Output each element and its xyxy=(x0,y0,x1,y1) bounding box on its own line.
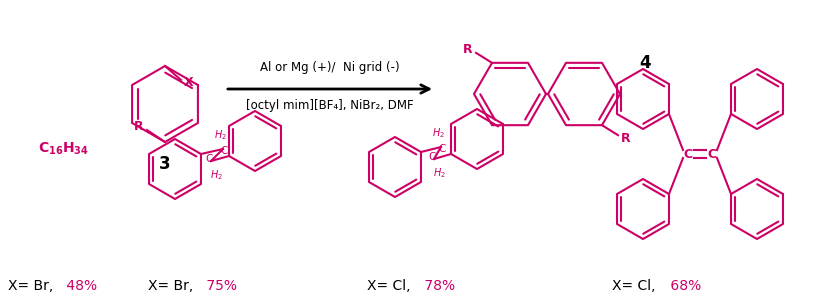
Text: X= Cl,: X= Cl, xyxy=(612,279,655,293)
Text: Al or Mg (+)/  Ni grid (-): Al or Mg (+)/ Ni grid (-) xyxy=(261,60,400,74)
Text: X= Cl,: X= Cl, xyxy=(367,279,411,293)
Text: C: C xyxy=(707,147,716,161)
Text: $H_2$: $H_2$ xyxy=(214,128,226,142)
Text: 75%: 75% xyxy=(202,279,237,293)
Text: [octyl mim][BF₄], NiBr₂, DMF: [octyl mim][BF₄], NiBr₂, DMF xyxy=(246,98,414,112)
Text: C: C xyxy=(205,154,213,164)
Text: C: C xyxy=(428,152,436,162)
Text: X= Br,: X= Br, xyxy=(8,279,53,293)
Text: 68%: 68% xyxy=(666,279,701,293)
Text: $H_2$: $H_2$ xyxy=(433,166,445,180)
Text: $\mathregular{C_{16}H_{34}}$: $\mathregular{C_{16}H_{34}}$ xyxy=(38,141,89,157)
Text: 4: 4 xyxy=(639,54,650,72)
Text: X: X xyxy=(185,77,194,89)
Text: 78%: 78% xyxy=(420,279,455,293)
Text: C: C xyxy=(438,144,446,154)
Text: C: C xyxy=(683,147,692,161)
Text: R: R xyxy=(463,43,473,56)
Text: C: C xyxy=(220,146,228,156)
Text: $H_2$: $H_2$ xyxy=(210,168,222,182)
Text: X= Br,: X= Br, xyxy=(148,279,193,293)
Text: R: R xyxy=(621,132,630,145)
Text: $H_2$: $H_2$ xyxy=(432,126,444,140)
Text: 48%: 48% xyxy=(62,279,97,293)
Text: 3: 3 xyxy=(159,155,171,173)
Text: R: R xyxy=(134,120,144,133)
